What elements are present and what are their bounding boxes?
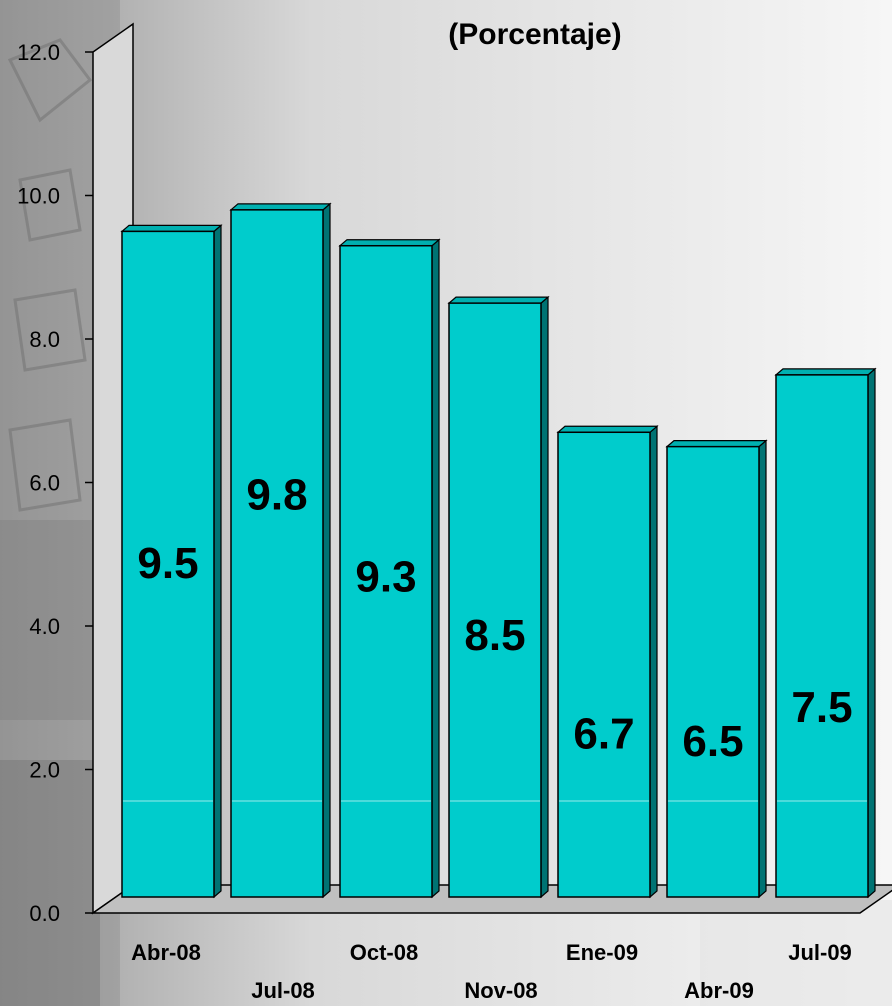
bar-front: [339, 244, 433, 898]
bar-top: [229, 203, 332, 211]
x-tick-label: Abr-08: [131, 940, 201, 965]
bar-side: [213, 224, 222, 899]
y-tick-label: 2.0: [29, 758, 60, 783]
bar-top: [556, 425, 659, 433]
y-tick-label: 12.0: [17, 40, 60, 65]
x-axis-ticks: Abr-08 Jul-08 Oct-08 Nov-08 Ene-09 Abr-09 Jul-…: [131, 940, 852, 1003]
bar-front: [775, 374, 869, 898]
y-tick-label: 8.0: [29, 327, 60, 352]
bar-top: [120, 224, 223, 232]
bar-front: [557, 431, 651, 898]
y-tick-label: 6.0: [29, 471, 60, 496]
bar-front: [230, 209, 324, 898]
bar-side: [322, 202, 331, 899]
bar: [338, 238, 441, 899]
bar-front: [448, 302, 542, 898]
x-tick-label: Nov-08: [464, 978, 537, 1003]
data-label: 6.7: [573, 710, 634, 759]
bar: [229, 202, 332, 899]
bar-side: [540, 295, 549, 899]
bars: [120, 202, 877, 899]
bar-front: [666, 445, 760, 898]
y-tick-label: 0.0: [29, 901, 60, 926]
bar: [774, 367, 877, 899]
bar-top: [665, 440, 768, 448]
bar-top: [338, 239, 441, 247]
bar: [447, 295, 550, 899]
bar-side: [867, 367, 876, 899]
y-axis-ticks: 0.0 2.0 4.0 6.0 8.0 10.0 12.0: [17, 40, 93, 926]
x-tick-label: Oct-08: [350, 940, 418, 965]
bar-side: [649, 424, 658, 899]
bar-front: [121, 230, 215, 898]
y-tick-label: 4.0: [29, 614, 60, 639]
bar: [120, 224, 223, 899]
bar-top: [774, 368, 877, 376]
data-labels: 9.5 9.8 9.3 8.5 6.7 6.5 7.5: [137, 470, 852, 765]
bar-top: [447, 296, 550, 304]
bar: [556, 424, 659, 899]
data-label: 8.5: [464, 611, 525, 660]
x-tick-label: Ene-09: [566, 940, 638, 965]
bar-side: [758, 439, 767, 899]
chart-title: (Porcentaje): [448, 18, 621, 51]
data-label: 6.5: [682, 717, 743, 766]
x-tick-label: Jul-09: [788, 940, 852, 965]
data-label: 9.3: [355, 552, 416, 601]
bar-side: [431, 238, 440, 899]
x-tick-label: Jul-08: [251, 978, 315, 1003]
data-label: 9.8: [246, 470, 307, 519]
x-tick-label: Abr-09: [684, 978, 754, 1003]
bar: [665, 439, 768, 899]
y-tick-label: 10.0: [17, 184, 60, 209]
data-label: 7.5: [791, 683, 852, 732]
data-label: 9.5: [137, 539, 198, 588]
